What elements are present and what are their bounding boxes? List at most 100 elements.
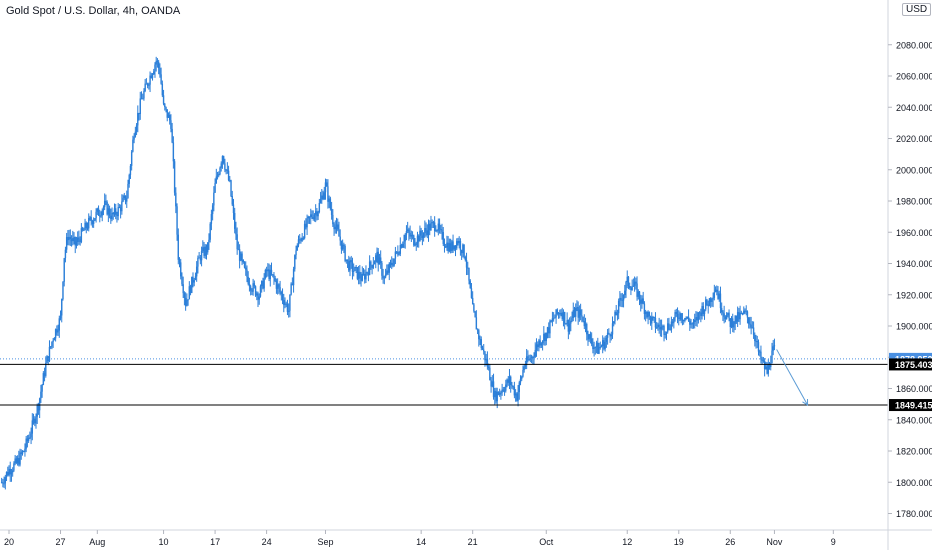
candle-body <box>727 312 729 316</box>
candle-body <box>435 230 437 232</box>
candle-body <box>713 292 716 298</box>
candle-body <box>29 437 31 439</box>
projection-arrow-line[interactable] <box>776 349 808 406</box>
candle-body <box>712 297 714 300</box>
candle-body <box>303 223 306 239</box>
candle-body <box>613 321 615 324</box>
candle-body <box>626 276 628 283</box>
candle-body <box>78 237 80 240</box>
candle-body <box>30 433 32 438</box>
candle-body <box>446 242 448 248</box>
candle-body <box>487 366 490 368</box>
candle-body <box>749 323 751 325</box>
candle-body <box>372 264 375 268</box>
candle-body <box>366 272 368 274</box>
candle-body <box>608 332 610 335</box>
candle-body <box>340 240 343 250</box>
candle-body <box>460 250 463 254</box>
candle-body <box>581 315 583 317</box>
candle-body <box>101 210 103 216</box>
candle-body <box>9 468 11 475</box>
candle-body <box>762 360 765 362</box>
candle-body <box>484 351 486 361</box>
candle-body <box>148 84 150 86</box>
candle-body <box>269 269 271 279</box>
price-axis-tick-label: 1860.000 <box>896 384 932 394</box>
candle-body <box>497 391 500 395</box>
candle-body <box>181 276 183 285</box>
candle-body <box>760 351 762 360</box>
candle-body <box>132 139 134 152</box>
candle-body <box>680 313 682 320</box>
candle-body <box>543 333 545 342</box>
candle-body <box>636 283 638 297</box>
candle-body <box>97 208 100 216</box>
candle-body <box>377 251 379 265</box>
candle-body <box>283 299 285 305</box>
candle-body <box>253 283 256 287</box>
candle-body <box>361 273 363 281</box>
candle-body <box>577 307 579 318</box>
candle-body <box>511 384 513 387</box>
candle-body <box>579 309 582 316</box>
candle-body <box>249 286 252 291</box>
candle-body <box>72 238 74 242</box>
candle-body <box>280 292 283 294</box>
candle-body <box>19 452 21 465</box>
candle-body <box>600 346 603 348</box>
candle-body <box>103 200 106 208</box>
candle-body <box>193 279 195 283</box>
candle-body <box>326 182 328 187</box>
candle-body <box>392 265 394 267</box>
candle-body <box>538 340 540 348</box>
candle-body <box>550 320 552 322</box>
candle-body <box>129 165 132 175</box>
candle-body <box>523 366 525 370</box>
candle-body <box>404 234 406 242</box>
candle-body <box>709 298 712 302</box>
candle-body <box>330 208 333 215</box>
candle-body <box>323 192 325 200</box>
candle-body <box>730 318 733 328</box>
candle-body <box>389 262 392 264</box>
candle-body <box>763 360 766 369</box>
candle-body <box>628 286 631 288</box>
level-price-label-2-box <box>889 399 932 412</box>
candle-body <box>619 297 621 301</box>
candle-body <box>124 195 127 202</box>
candle-body <box>189 286 192 293</box>
candle-body <box>154 64 156 72</box>
candle-body <box>734 315 736 325</box>
candle-body <box>505 384 507 391</box>
candle-body <box>274 278 276 281</box>
currency-button[interactable]: USD <box>902 3 932 16</box>
candle-body <box>714 289 717 293</box>
candle-body <box>85 222 87 229</box>
candle-body <box>449 243 452 251</box>
candle-body <box>165 107 167 110</box>
candle-body <box>123 195 126 199</box>
candle-body <box>436 230 438 232</box>
candle-body <box>516 393 518 401</box>
candle-body <box>350 260 352 263</box>
candle-body <box>393 258 395 266</box>
candle-body <box>166 109 168 118</box>
candle-body <box>644 311 647 315</box>
candle-body <box>759 351 761 353</box>
candle-body <box>168 114 171 121</box>
candle-body <box>48 346 51 361</box>
candle-body <box>740 312 743 314</box>
candle-body <box>144 83 146 92</box>
candle-body <box>40 391 42 399</box>
candle-body <box>470 288 473 298</box>
candle-body <box>234 213 236 229</box>
candle-body <box>483 349 485 352</box>
candle-body <box>513 387 516 396</box>
candle-body <box>21 451 24 454</box>
level-price-label-1-text: 1875.403 <box>895 360 932 370</box>
candle-body <box>252 283 254 292</box>
candle-body <box>178 259 181 263</box>
